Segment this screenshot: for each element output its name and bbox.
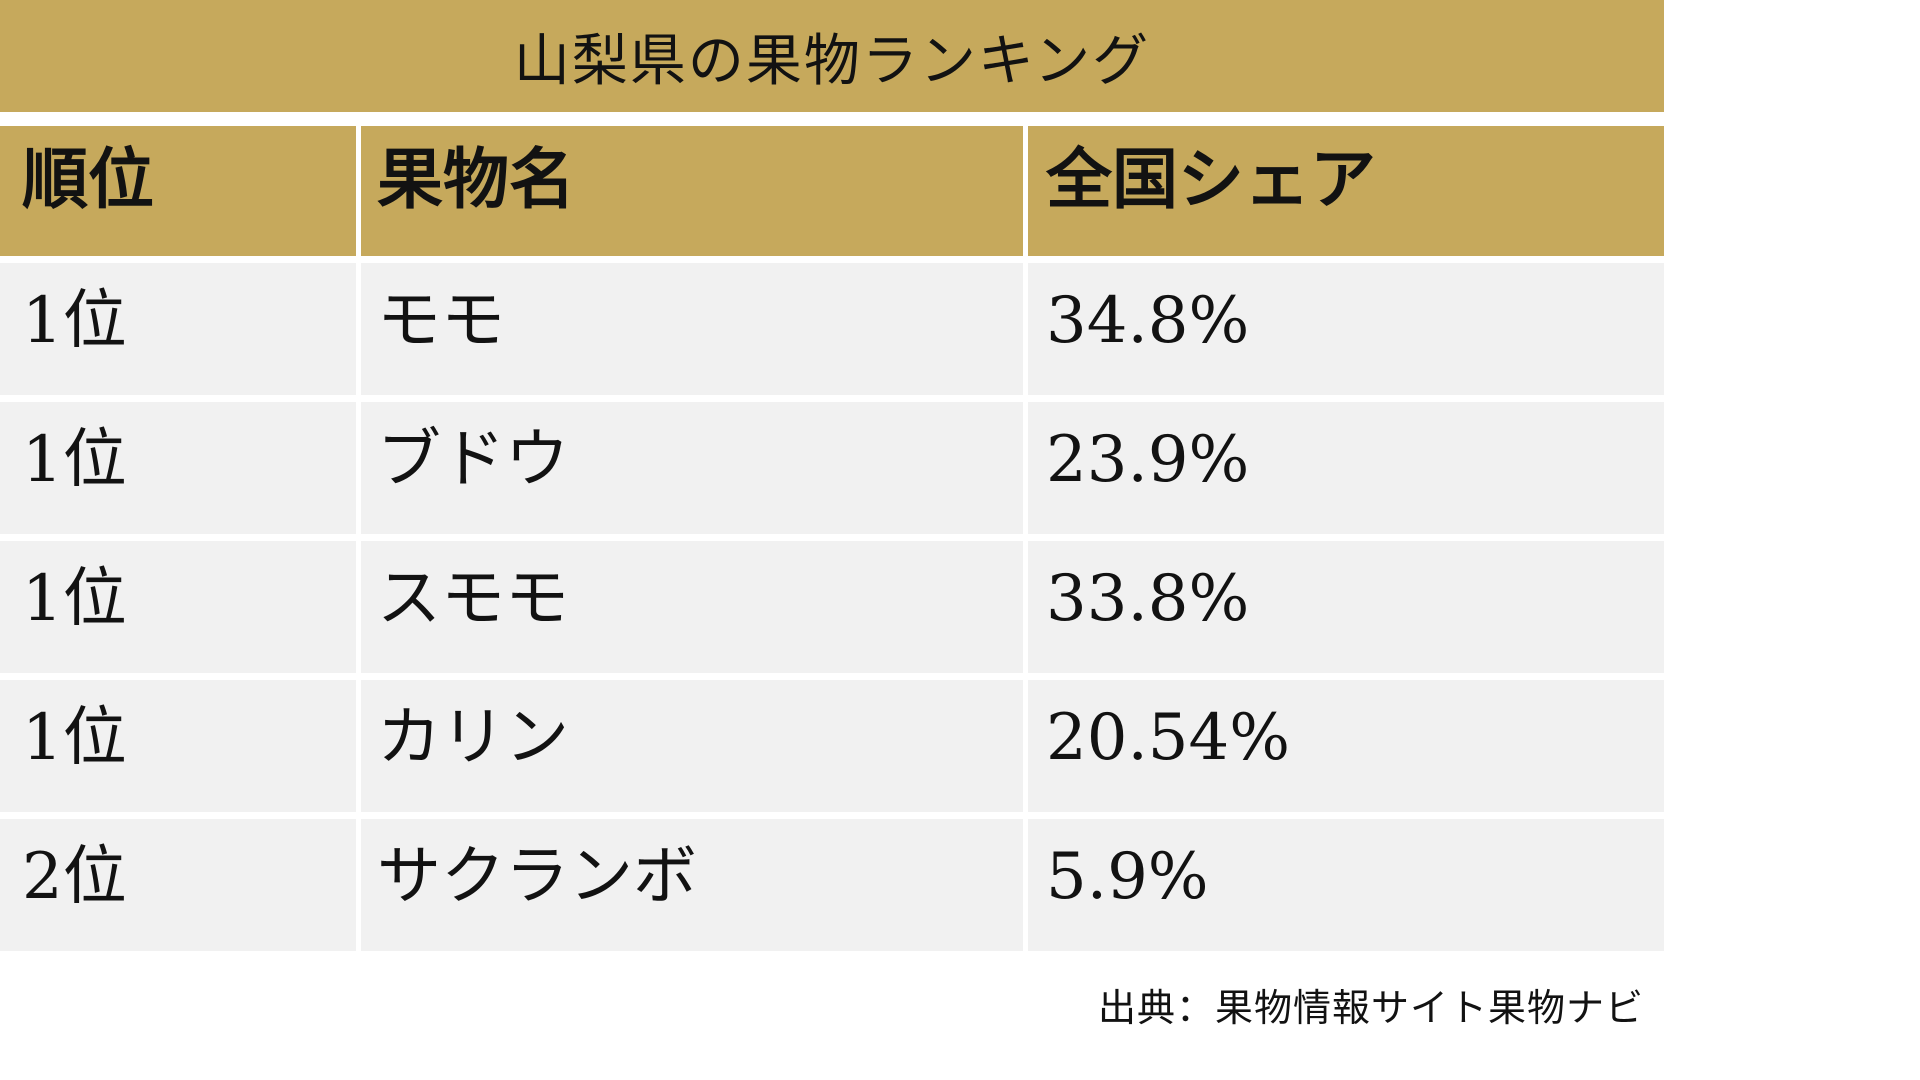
- source-note: 出典：果物情報サイト果物ナビ: [1097, 986, 1644, 1030]
- share-cell: 23.9%: [1028, 402, 1664, 534]
- table-title-bar: 山梨県の果物ランキング: [0, 0, 1664, 112]
- fruit-cell: ブドウ: [361, 402, 1023, 534]
- fruit-cell: サクランボ: [361, 819, 1023, 951]
- rank-cell: 2位: [0, 819, 356, 951]
- header-fruit: 果物名: [361, 126, 1023, 256]
- fruit-cell: モモ: [361, 263, 1023, 395]
- slide-canvas: 山梨県の果物ランキング 順位 果物名 全国シェア 1位 モモ 34.8% 1位 …: [0, 0, 1664, 1030]
- share-cell: 20.54%: [1028, 680, 1664, 812]
- share-cell: 34.8%: [1028, 263, 1664, 395]
- fruit-cell: スモモ: [361, 541, 1023, 673]
- rank-cell: 1位: [0, 541, 356, 673]
- fruit-ranking-table: 順位 果物名 全国シェア 1位 モモ 34.8% 1位 ブドウ 23.9% 1位…: [0, 126, 1664, 951]
- fruit-cell: カリン: [361, 680, 1023, 812]
- rank-cell: 1位: [0, 263, 356, 395]
- header-share: 全国シェア: [1028, 126, 1664, 256]
- rank-cell: 1位: [0, 680, 356, 812]
- share-cell: 5.9%: [1028, 819, 1664, 951]
- rank-cell: 1位: [0, 402, 356, 534]
- table-title: 山梨県の果物ランキング: [513, 28, 1151, 94]
- share-cell: 33.8%: [1028, 541, 1664, 673]
- header-rank: 順位: [0, 126, 356, 256]
